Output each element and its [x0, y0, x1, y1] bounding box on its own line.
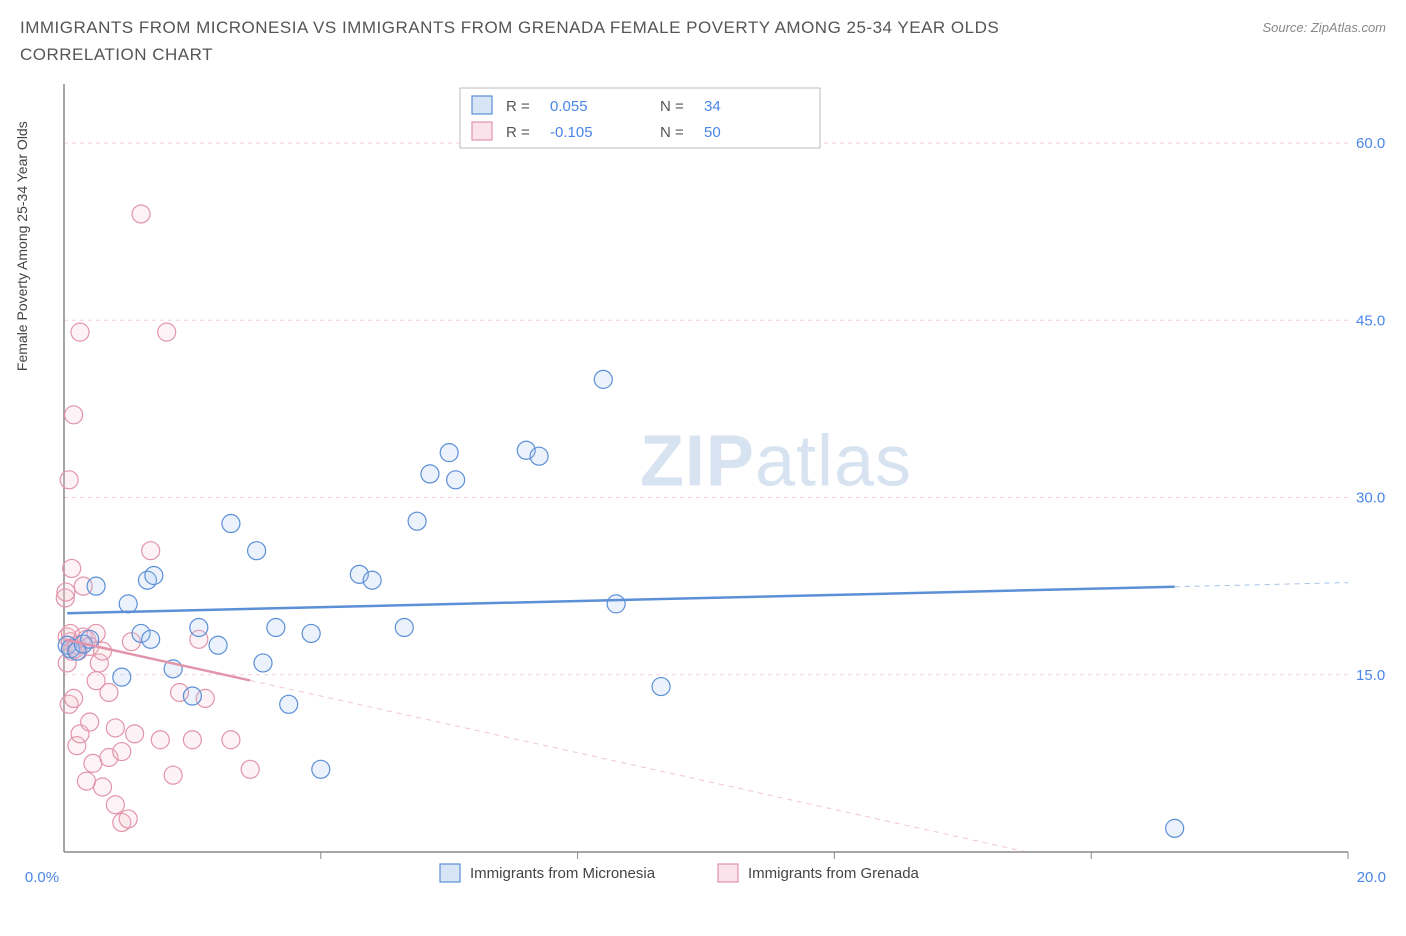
legend-r-label: R =: [506, 98, 530, 115]
micronesia-point: [280, 696, 298, 714]
legend-r-label: R =: [506, 124, 530, 141]
y-axis-label: Female Poverty Among 25-34 Year Olds: [14, 122, 30, 372]
grenada-point: [84, 755, 102, 773]
grenada-point: [77, 772, 95, 790]
legend-r-value: -0.105: [550, 124, 593, 141]
micronesia-point: [607, 595, 625, 613]
micronesia-point: [363, 572, 381, 590]
micronesia-point: [312, 761, 330, 779]
micronesia-point: [254, 654, 272, 672]
micronesia-point: [145, 567, 163, 585]
micronesia-point: [142, 631, 160, 649]
micronesia-point: [408, 513, 426, 531]
micronesia-point: [267, 619, 285, 637]
bottom-legend-swatch: [718, 864, 738, 882]
micronesia-point: [190, 619, 208, 637]
grenada-point: [142, 542, 160, 560]
correlation-scatter-chart: 15.0% 30.0% 45.0% 60.0% ZIPatlas 0.0% 20.0% R =…: [20, 76, 1386, 916]
micronesia-point: [447, 471, 465, 489]
bottom-legend-label: Immigrants from Micronesia: [470, 865, 656, 882]
y-tick-label: 45.0%: [1356, 313, 1386, 330]
grenada-point: [158, 323, 176, 341]
grenada-trend-extrapolation: [250, 681, 1027, 853]
legend-n-label: N =: [660, 124, 684, 141]
grenada-point: [81, 713, 99, 731]
x-tick-label: 0.0%: [25, 869, 59, 886]
grenada-point: [222, 731, 240, 749]
grenada-point: [183, 731, 201, 749]
micronesia-point: [119, 595, 137, 613]
micronesia-point: [183, 687, 201, 705]
bottom-legend-swatch: [440, 864, 460, 882]
micronesia-point: [395, 619, 413, 637]
grenada-point: [65, 406, 83, 424]
grenada-point: [132, 205, 150, 223]
micronesia-point: [87, 578, 105, 596]
micronesia-point: [248, 542, 266, 560]
chart-title: IMMIGRANTS FROM MICRONESIA VS IMMIGRANTS…: [20, 14, 1120, 68]
legend-n-label: N =: [660, 98, 684, 115]
legend-n-value: 34: [704, 98, 721, 115]
grenada-point: [119, 810, 137, 828]
grenada-point: [94, 778, 112, 796]
grenada-point: [164, 767, 182, 785]
micronesia-point: [222, 515, 240, 533]
grenada-point: [113, 743, 131, 761]
grenada-point: [57, 583, 75, 601]
micronesia-point: [1166, 820, 1184, 838]
legend-swatch: [472, 122, 492, 140]
micronesia-point: [209, 637, 227, 655]
bottom-legend-label: Immigrants from Grenada: [748, 865, 920, 882]
grenada-point: [126, 725, 144, 743]
grenada-point: [100, 684, 118, 702]
source-label: Source: ZipAtlas.com: [1262, 20, 1386, 35]
grenada-point: [60, 471, 78, 489]
y-tick-label: 30.0%: [1356, 490, 1386, 507]
y-tick-label: 60.0%: [1356, 135, 1386, 152]
micronesia-point: [652, 678, 670, 696]
micronesia-point: [594, 371, 612, 389]
legend-n-value: 50: [704, 124, 721, 141]
grenada-point: [151, 731, 169, 749]
grenada-point: [106, 719, 124, 737]
grenada-point: [63, 560, 81, 578]
micronesia-point: [440, 444, 458, 462]
micronesia-point: [530, 448, 548, 466]
micronesia-trend-extrapolation: [1175, 583, 1348, 587]
legend-swatch: [472, 96, 492, 114]
x-tick-label: 20.0%: [1357, 869, 1386, 886]
grenada-point: [241, 761, 259, 779]
legend-r-value: 0.055: [550, 98, 588, 115]
micronesia-point: [113, 669, 131, 687]
grenada-point: [71, 323, 89, 341]
grenada-point: [65, 690, 83, 708]
grenada-point: [106, 796, 124, 814]
micronesia-point: [302, 625, 320, 643]
y-tick-label: 15.0%: [1356, 667, 1386, 684]
micronesia-point: [421, 465, 439, 483]
watermark: ZIPatlas: [640, 422, 912, 502]
